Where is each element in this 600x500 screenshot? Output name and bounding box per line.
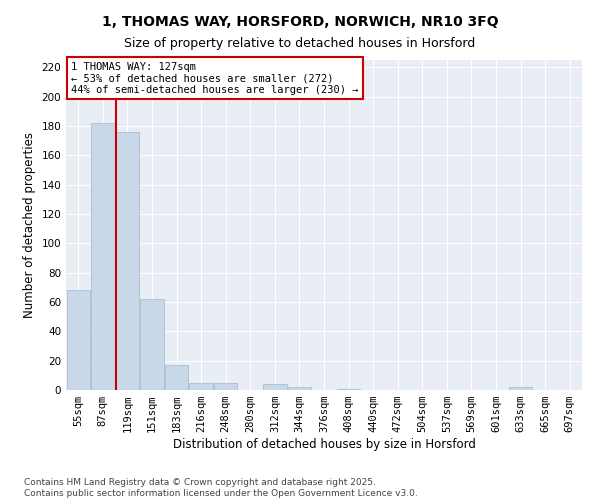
- Bar: [116, 132, 139, 390]
- Bar: [288, 387, 311, 390]
- Bar: [140, 299, 164, 390]
- Bar: [509, 387, 532, 390]
- Text: 1 THOMAS WAY: 127sqm
← 53% of detached houses are smaller (272)
44% of semi-deta: 1 THOMAS WAY: 127sqm ← 53% of detached h…: [71, 62, 359, 95]
- Bar: [67, 290, 90, 390]
- X-axis label: Distribution of detached houses by size in Horsford: Distribution of detached houses by size …: [173, 438, 475, 451]
- Bar: [190, 382, 213, 390]
- Bar: [263, 384, 287, 390]
- Y-axis label: Number of detached properties: Number of detached properties: [23, 132, 36, 318]
- Bar: [91, 123, 115, 390]
- Text: 1, THOMAS WAY, HORSFORD, NORWICH, NR10 3FQ: 1, THOMAS WAY, HORSFORD, NORWICH, NR10 3…: [101, 15, 499, 29]
- Text: Size of property relative to detached houses in Horsford: Size of property relative to detached ho…: [124, 38, 476, 51]
- Bar: [337, 388, 360, 390]
- Text: Contains HM Land Registry data © Crown copyright and database right 2025.
Contai: Contains HM Land Registry data © Crown c…: [24, 478, 418, 498]
- Bar: [165, 365, 188, 390]
- Bar: [214, 382, 238, 390]
